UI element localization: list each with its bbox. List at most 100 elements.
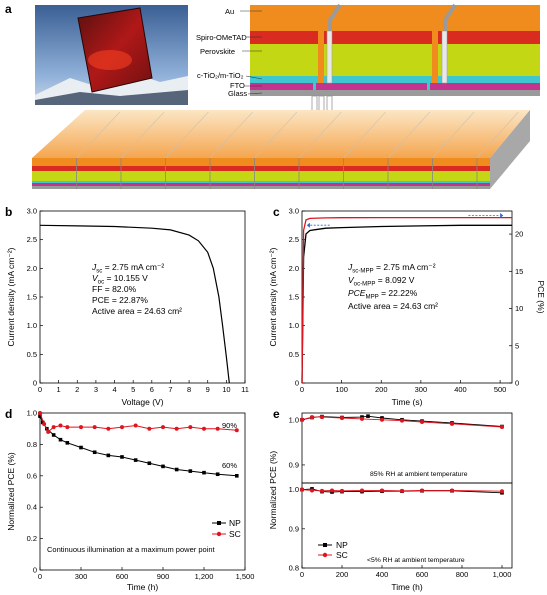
x-tick-label: 1,000 [493,570,512,579]
data-point-np [147,461,152,466]
data-point-np [133,458,138,462]
data-point-sc [202,426,206,431]
annotation: Jsc = 2.75 mA cm⁻² [91,262,164,275]
x-axis-label: Time (h) [391,582,422,592]
panel-e: e 0.9 1.0 0.8 0.9 1.0 0 200 400 600 800 1,000 Time (… [268,407,513,592]
annotation: Active area = 24.63 cm² [348,301,438,311]
data-point-sc [320,415,324,420]
y-tick-label: 2.0 [27,264,37,273]
y2-tick-label: 20 [515,230,523,239]
data-point-sc [500,425,504,429]
data-point-np [38,414,42,418]
data-point-sc [133,423,138,428]
legend-label-sc: SC [336,550,348,560]
x-tick-label: 300 [75,572,88,581]
data-point-sc [360,416,364,421]
layer-label-glass: Glass [228,89,247,98]
solar-module-photo-icon [35,5,188,105]
y-tick-label: 1.0 [27,409,37,418]
data-point-sc [234,428,239,433]
data-point-np [120,455,124,459]
y-tick-label: 0.6 [27,471,37,480]
y2-axis-label: PCE (%) [536,280,546,313]
y-tick-label: 1.0 [289,415,299,424]
x-tick-label: 1 [57,385,61,394]
panel-letter-c: c [273,205,280,219]
legend-label-np: NP [229,518,241,528]
data-point-sc [450,488,454,493]
data-point-sc [147,426,152,431]
y2-tick-label: 0 [515,379,519,388]
jv-curve [39,224,230,384]
x-tick-label: 100 [335,385,348,394]
data-point-sc [51,425,56,430]
legend-label-np: NP [336,540,348,550]
data-point-sc [106,426,111,431]
plot-frame [39,412,246,571]
data-point-np [188,469,193,473]
y-tick-label: 2.5 [289,235,299,244]
data-point-np [366,414,370,418]
x-tick-label: 0 [300,385,304,394]
data-point-sc [120,425,124,430]
legend-marker-sc [216,531,222,537]
data-point-np [202,470,206,475]
y-tick-label: 0 [33,379,37,388]
legend-marker-sc [322,552,328,558]
annotation: PCEMPP = 22.22% [348,288,418,301]
data-point-sc [38,411,42,415]
x-tick-label: 600 [416,570,429,579]
y-tick-label: 1.0 [289,485,299,494]
x-tick-label: 8 [187,385,191,394]
annotation: Active area = 24.63 cm² [92,306,182,316]
series-line-sc [39,412,237,433]
y2-tick-label: 10 [515,304,523,313]
annotation: PCE = 22.87% [92,295,148,305]
y-axis-label: Normalized PCE (%) [6,452,16,531]
layer-label-perovskite: Perovskite [200,47,235,56]
panel-c: c 0 100 200 300 400 500 0 0.5 1.0 1.5 2.0 2.5 3.0 0 5 10… [268,205,546,407]
pce-series [301,216,512,384]
data-point-sc [42,421,47,426]
x-axis-label: Voltage (V) [121,397,163,407]
x-tick-label: 500 [494,385,507,394]
y-tick-label: 3.0 [289,207,299,216]
x-tick-label: 1,500 [236,572,255,581]
data-point-sc [300,487,304,492]
x-tick-label: 200 [336,570,349,579]
layer-label-spiro: Spiro-OMeTAD [196,33,247,42]
y-tick-label: 0 [33,566,37,575]
y-tick-label: 0.5 [27,350,37,359]
y-axis-label: Normalized PCE (%) [268,451,278,530]
data-point-sc [450,421,454,426]
panel-letter-a: a [5,2,12,16]
data-point-sc [65,425,70,430]
y-tick-label: 0.9 [289,524,299,533]
data-point-sc [300,417,304,422]
data-point-sc [320,488,324,493]
device-cross-section [250,3,540,112]
panel-letter-b: b [5,205,12,219]
data-point-np [65,441,70,445]
data-point-np [161,464,165,469]
x-tick-label: 9 [206,385,210,394]
x-tick-label: 600 [116,572,129,581]
y-tick-label: 1.5 [27,293,37,302]
x-tick-label: 900 [157,572,170,581]
x-tick-label: 400 [454,385,467,394]
data-point-sc [58,423,63,428]
data-point-sc [400,418,404,423]
data-point-sc [420,488,424,493]
data-point-sc [400,488,404,493]
x-tick-label: 200 [375,385,388,394]
y-tick-label: 0.5 [289,350,299,359]
data-point-np [174,467,179,472]
x-tick-label: 300 [415,385,428,394]
y-tick-label: 0 [295,379,299,388]
data-point-np [40,420,45,425]
data-point-sc [380,417,384,422]
y-tick-label: 2.0 [289,264,299,273]
x-tick-label: 800 [456,570,469,579]
data-point-sc [310,488,314,493]
